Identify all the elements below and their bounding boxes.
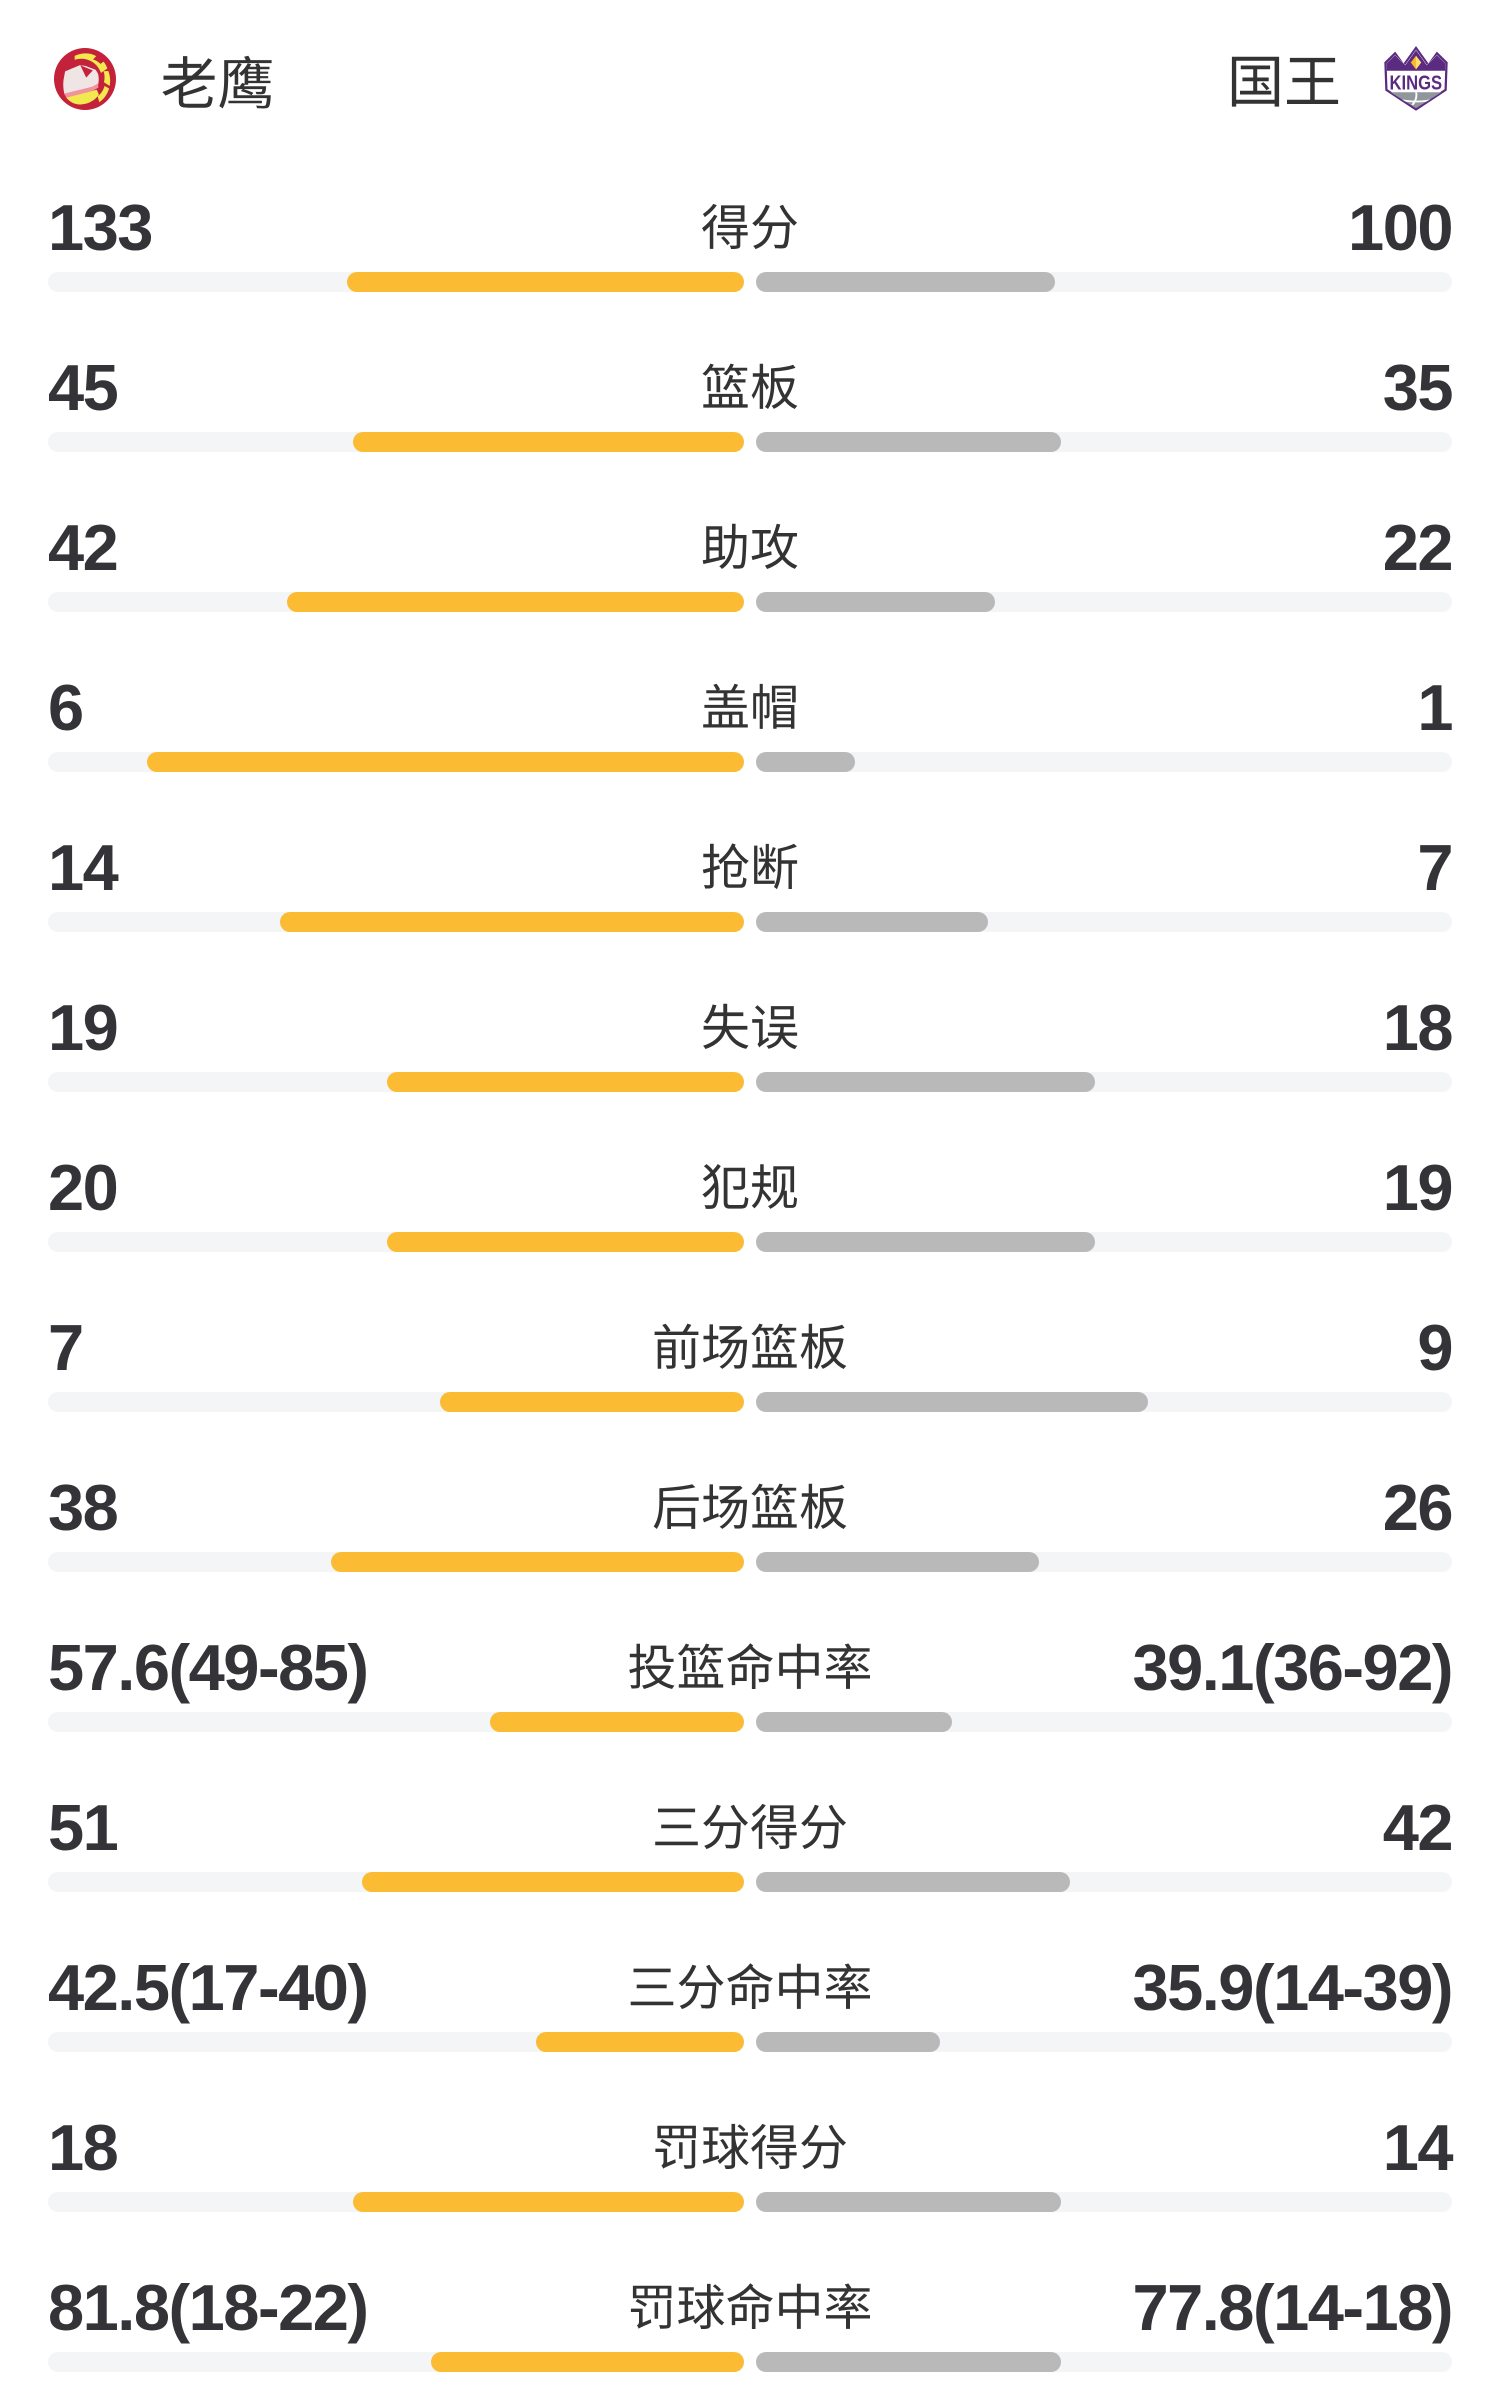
- svg-text:KINGS: KINGS: [1390, 71, 1443, 94]
